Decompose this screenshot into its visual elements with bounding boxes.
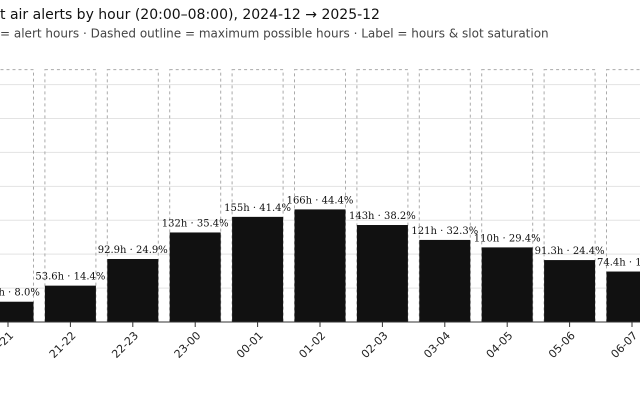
value-label: 74.4h · 19.9% bbox=[597, 258, 640, 269]
chart-subtitle: = alert hours · Dashed outline = maximum… bbox=[0, 27, 549, 41]
x-tick-label: 05-06 bbox=[546, 329, 578, 361]
bar bbox=[294, 209, 346, 322]
max-outline bbox=[418, 69, 471, 323]
max-outline bbox=[0, 69, 34, 323]
value-label: 92.9h · 24.9% bbox=[98, 245, 168, 256]
x-tick-label: 23-00 bbox=[172, 329, 204, 361]
value-label: 110h · 29.4% bbox=[474, 233, 541, 244]
max-outline bbox=[231, 69, 284, 323]
value-label: 143h · 38.2% bbox=[349, 211, 416, 222]
chart-title: t air alerts by hour (20:00–08:00), 2024… bbox=[0, 7, 380, 23]
bar bbox=[356, 225, 408, 322]
bar bbox=[169, 232, 221, 322]
x-tick-label: 00-01 bbox=[234, 329, 266, 361]
value-label: 132h · 35.4% bbox=[162, 218, 229, 229]
x-tick-label: 21-22 bbox=[47, 329, 79, 361]
x-tick-label: 22-23 bbox=[109, 329, 141, 361]
max-outline bbox=[106, 69, 159, 323]
max-outline bbox=[543, 69, 596, 323]
bar bbox=[419, 239, 471, 322]
value-label: 121h · 32.3% bbox=[411, 226, 478, 237]
x-tick-label: 04-05 bbox=[484, 329, 516, 361]
bar bbox=[481, 247, 533, 322]
x-tick-label: 06-07 bbox=[608, 329, 640, 361]
bar bbox=[44, 285, 96, 322]
x-tick-label: 01-02 bbox=[296, 329, 328, 361]
value-label: 166h · 44.4% bbox=[287, 195, 354, 206]
bar bbox=[544, 260, 596, 322]
value-label: 53.6h · 14.4% bbox=[35, 272, 105, 283]
bar bbox=[107, 258, 159, 322]
max-outline bbox=[44, 69, 97, 323]
max-outline bbox=[606, 69, 640, 323]
max-outline bbox=[294, 69, 346, 323]
value-label: 91.3h · 24.4% bbox=[535, 246, 605, 257]
value-label: 29.9h · 8.0% bbox=[0, 288, 40, 299]
max-outline bbox=[356, 69, 409, 323]
max-outline bbox=[169, 69, 222, 323]
max-outline bbox=[481, 69, 534, 323]
x-tick-label: 20-21 bbox=[0, 329, 16, 361]
bar bbox=[0, 301, 34, 322]
x-tick-label: 02-03 bbox=[359, 329, 391, 361]
value-label: 155h · 41.4% bbox=[224, 203, 291, 214]
bar bbox=[606, 271, 640, 322]
bar bbox=[232, 216, 284, 322]
x-tick-label: 03-04 bbox=[421, 329, 453, 361]
